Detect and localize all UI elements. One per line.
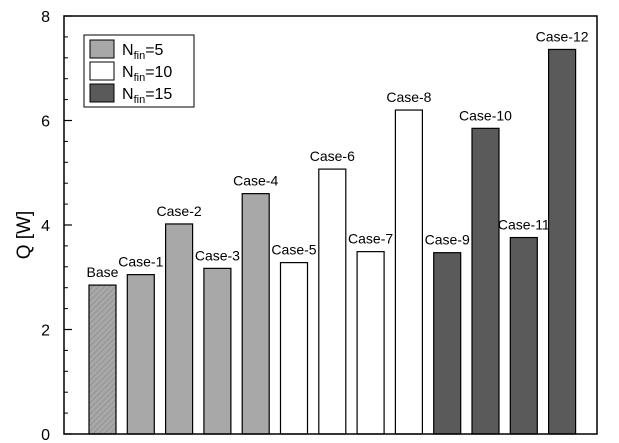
y-tick-label: 0 [41, 427, 50, 443]
legend-label: Nfin=15 [122, 86, 172, 106]
bar-case-6 [318, 168, 347, 435]
legend-value: =10 [145, 64, 172, 81]
bar-case-9 [433, 252, 462, 435]
bar-base [88, 284, 117, 435]
bar-label: Case-5 [271, 242, 316, 258]
bar-label: Base [87, 264, 119, 280]
bar-label: Case-9 [425, 232, 470, 248]
bar-label: Case-4 [233, 173, 278, 189]
y-tick-label: 8 [41, 9, 50, 26]
legend-base: N [122, 42, 134, 59]
bar-case-11 [509, 236, 538, 435]
legend-value: =5 [145, 42, 163, 59]
legend-swatch [89, 83, 115, 103]
bar-label: Case-2 [157, 203, 202, 219]
bar-label: Case-12 [536, 28, 589, 44]
bar-label: Case-7 [348, 231, 393, 247]
bar-case-5 [279, 262, 309, 435]
bar-case-2 [165, 223, 194, 435]
bar-case-12 [547, 48, 577, 435]
legend-subscript: fin [134, 50, 146, 62]
legend-swatch [89, 61, 115, 81]
y-axis-ticks: 0 2 4 6 8 [41, 9, 72, 443]
legend-base: N [122, 86, 134, 103]
bar-label: Case-6 [310, 148, 355, 164]
bar-case-4 [241, 193, 270, 435]
legend-label: Nfin=10 [122, 64, 172, 84]
bar-label: Case-11 [498, 217, 550, 233]
bar-label: Case-8 [386, 89, 431, 105]
legend-value: =15 [145, 86, 172, 103]
bar-case-10 [471, 127, 500, 435]
bar-label: Case-1 [118, 254, 163, 270]
legend-label: Nfin=5 [122, 42, 164, 62]
legend-base: N [122, 64, 134, 81]
y-tick-label: 4 [41, 218, 50, 235]
y-tick-label: 2 [41, 323, 50, 340]
legend-subscript: fin [134, 94, 146, 106]
bar-label: Case-10 [459, 107, 512, 123]
bar-case-1 [126, 274, 155, 435]
y-axis-title: Q [W] [14, 211, 35, 260]
legend-subscript: fin [134, 72, 146, 84]
bar-case-8 [394, 109, 423, 435]
y-tick-label: 6 [41, 114, 50, 131]
plot-frame [63, 15, 598, 435]
bar-label: Case-3 [195, 247, 240, 263]
bar-case-3 [203, 267, 232, 435]
bar-case-7 [356, 251, 385, 435]
legend-swatch [89, 39, 115, 59]
